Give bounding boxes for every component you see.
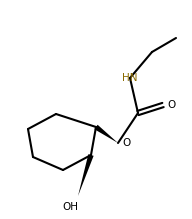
Text: O: O xyxy=(122,138,130,148)
Text: OH: OH xyxy=(62,202,78,212)
Text: O: O xyxy=(167,100,175,110)
Text: HN: HN xyxy=(122,73,138,83)
Polygon shape xyxy=(94,125,118,143)
Polygon shape xyxy=(78,154,94,196)
